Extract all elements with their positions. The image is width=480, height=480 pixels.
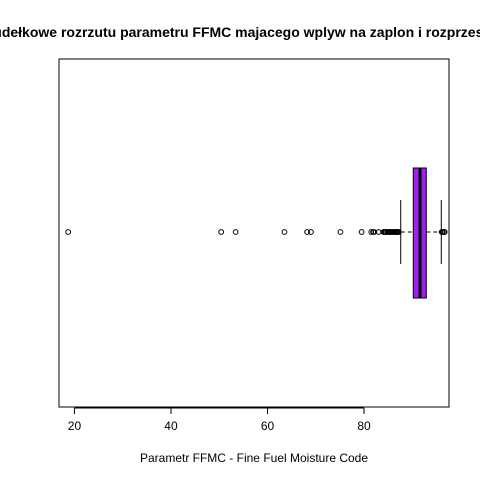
outlier-point	[395, 229, 402, 235]
x-tick-label: 20	[68, 419, 82, 433]
outlier-point	[441, 229, 448, 235]
x-axis-label: Parametr FFMC - Fine Fuel Moisture Code	[140, 451, 368, 465]
plot-frame	[58, 58, 450, 408]
data-layer	[65, 167, 448, 299]
x-tick-label: 80	[357, 419, 371, 433]
outlier-point	[308, 229, 314, 235]
outlier-point	[232, 229, 239, 235]
outlier-point	[358, 229, 365, 235]
x-axis: 20 40 60 80	[68, 407, 371, 433]
chart-title: Wykres pudełkowe rozrzutu parametru FFMC…	[0, 24, 480, 40]
x-tick-label: 60	[261, 419, 275, 433]
outlier-point	[368, 229, 375, 235]
outlier-point	[337, 229, 344, 235]
outlier-point	[281, 229, 288, 235]
x-tick-label: 40	[164, 419, 178, 433]
outlier-point	[65, 229, 72, 235]
outlier-point	[304, 229, 310, 235]
outlier-point	[218, 229, 225, 235]
